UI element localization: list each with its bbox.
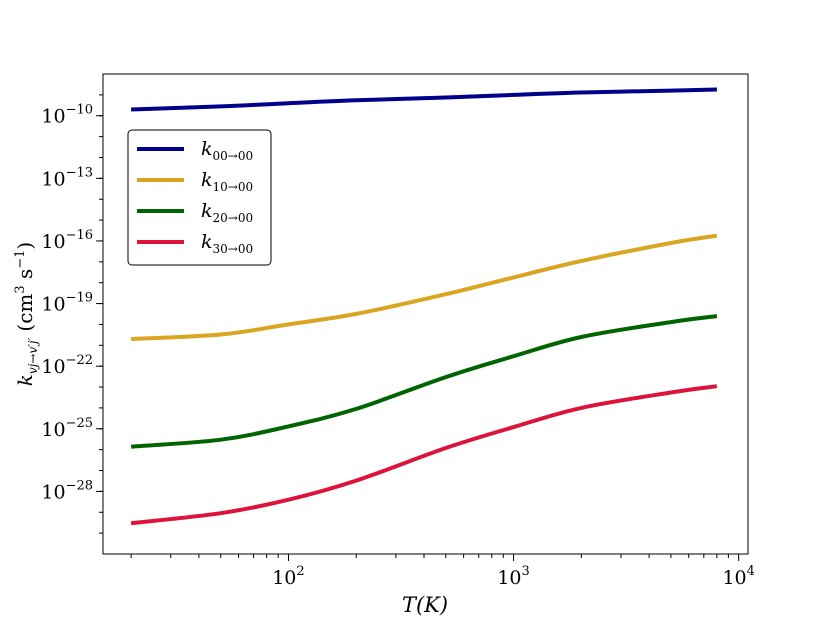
- y-tick-label: 10−22: [41, 353, 93, 378]
- legend-label-2: k10→00: [201, 169, 253, 194]
- x-tick-label: 102: [272, 564, 304, 589]
- legend-label-4: k30→00: [201, 231, 253, 256]
- y-axis: 10−10 10−13 10−16 10−19 10−22 10−25 10−28: [41, 94, 103, 534]
- series-group: [130, 87, 718, 526]
- y-axis-label-sub: vj→v′j′: [26, 337, 40, 374]
- legend-label-3: k20→00: [201, 200, 253, 225]
- y-axis-label-units-close: ): [13, 242, 37, 250]
- series-line-1: [131, 87, 717, 112]
- y-axis-label-units-exp: 3: [13, 285, 28, 293]
- y-tick-label: 10−16: [41, 228, 93, 253]
- series-line-3: [130, 314, 718, 449]
- series-line-2: [131, 233, 718, 341]
- y-tick-label: 10−19: [41, 291, 93, 316]
- y-axis-label-units-sexp: −1: [13, 250, 28, 269]
- y-axis-label-units-s: s: [13, 269, 37, 286]
- y-tick-label: 10−10: [41, 103, 93, 128]
- y-tick-label: 10−13: [41, 165, 93, 190]
- y-axis-label: kvj→v′j′ (cm3 s−1): [13, 242, 40, 387]
- legend: k00→00 k10→00 k20→00 k30→00: [127, 129, 272, 266]
- series-line-4: [130, 384, 718, 526]
- y-tick-label: 10−25: [41, 416, 93, 441]
- plot-frame: [102, 73, 749, 555]
- x-axis: 102 103 104: [130, 554, 755, 589]
- y-axis-label-k: k: [13, 374, 37, 386]
- y-tick-label: 10−28: [41, 478, 93, 503]
- x-tick-label: 104: [722, 564, 754, 589]
- legend-box: [127, 129, 272, 266]
- x-axis-label: T(K): [402, 593, 448, 617]
- y-axis-label-units: (cm: [13, 294, 37, 332]
- x-tick-label: 103: [497, 564, 529, 589]
- svg-text:kvj→v′j′(cm3 s−1): kvj→v′j′ (cm3 s−1): [13, 242, 40, 387]
- plot-area: [102, 73, 749, 555]
- legend-label-1: k00→00: [201, 138, 253, 163]
